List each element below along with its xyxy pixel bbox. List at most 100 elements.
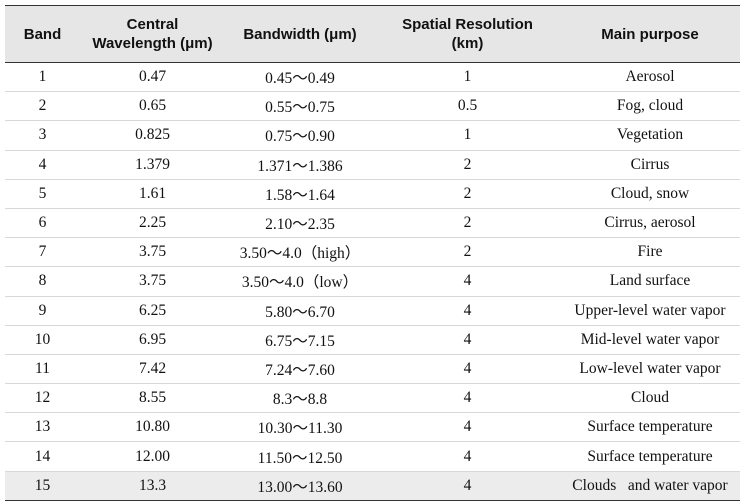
table-cell: 0.5: [375, 91, 560, 122]
table-cell: Cloud: [560, 383, 740, 414]
table-cell: 3.75: [80, 237, 225, 268]
table-row: 12 8.55 8.3～8.8 4 Cloud: [5, 383, 740, 414]
data-table: Band Central Wavelength (μm) Bandwidth (μm…: [5, 5, 740, 501]
header-text: Main purpose: [601, 25, 699, 43]
table-cell: 14: [5, 441, 80, 472]
table-cell: 4: [375, 354, 560, 385]
table-cell: Fire: [560, 237, 740, 268]
header-text: Central Wavelength (μm): [92, 16, 213, 52]
header-text: Band: [23, 25, 62, 43]
table-cell: 6.95: [80, 325, 225, 355]
table-cell: 0.825: [80, 120, 225, 151]
table-row: 7 3.75 3.50～4.0（high） 2 Fire: [5, 237, 740, 268]
header-cell: Main purpose: [560, 5, 740, 63]
table-cell: 4: [375, 266, 560, 297]
table-cell: 0.65: [80, 91, 225, 122]
table-cell: Upper-level water vapor: [560, 296, 740, 326]
table-row: 4 1.379 1.371～1.386 2 Cirrus: [5, 150, 740, 180]
table-cell: 0.75～0.90: [225, 120, 375, 151]
table-row: 13 10.80 10.30～11.30 4 Surface temperature: [5, 412, 740, 443]
table-cell: 0.55～0.75: [225, 91, 375, 122]
table-cell: Cirrus, aerosol: [560, 208, 740, 239]
table-cell: 12.00: [80, 441, 225, 472]
table-cell: 10.30～11.30: [225, 412, 375, 443]
table-row: 11 7.42 7.24～7.60 4 Low-level water vapor: [5, 354, 740, 385]
table-cell: 3.50～4.0（low）: [225, 266, 375, 297]
table-cell: Aerosol: [560, 62, 740, 93]
header-cell: Spatial Resolution (km): [375, 5, 560, 63]
table-cell: 1: [375, 62, 560, 93]
header-row: Band Central Wavelength (μm) Bandwidth (μm…: [5, 5, 740, 63]
table-cell: 6.75～7.15: [225, 325, 375, 355]
table-cell: 11: [5, 354, 80, 385]
table-cell: 2: [5, 91, 80, 122]
header-cell: Central Wavelength (μm): [80, 5, 225, 63]
table-cell: 1.61: [80, 179, 225, 209]
table-row: 14 12.00 11.50～12.50 4 Surface temperature: [5, 441, 740, 472]
table-cell: 15: [5, 471, 80, 501]
table-cell: Surface temperature: [560, 441, 740, 472]
header-text: Spatial Resolution (km): [402, 16, 533, 52]
table-row: 1 0.47 0.45～0.49 1 Aerosol: [5, 62, 740, 93]
table-cell: 13: [5, 412, 80, 443]
table-row: 10 6.95 6.75～7.15 4 Mid-level water vapor: [5, 325, 740, 355]
table-cell: 2: [375, 208, 560, 239]
table-cell: 7.24～7.60: [225, 354, 375, 385]
table-row: 6 2.25 2.10～2.35 2 Cirrus, aerosol: [5, 208, 740, 239]
table-cell: 2: [375, 179, 560, 209]
table-cell: 0.47: [80, 62, 225, 93]
table-cell: 3.50～4.0（high）: [225, 237, 375, 268]
table-cell: 3: [5, 120, 80, 151]
table-cell: 2.10～2.35: [225, 208, 375, 239]
table-cell: 7.42: [80, 354, 225, 385]
table-cell: 6: [5, 208, 80, 239]
table-cell: 9: [5, 296, 80, 326]
table-cell: 12: [5, 383, 80, 414]
table-cell: 4: [375, 325, 560, 355]
table-cell: Cloud, snow: [560, 179, 740, 209]
table-cell: 13.3: [80, 471, 225, 501]
table-cell: Land surface: [560, 266, 740, 297]
table-cell: 6.25: [80, 296, 225, 326]
header-cell: Bandwidth (μm): [225, 5, 375, 63]
header-cell: Band: [5, 5, 80, 63]
table-cell: 1: [375, 120, 560, 151]
table-cell: 13.00～13.60: [225, 471, 375, 501]
table-body: 1 0.47 0.45～0.49 1 Aerosol 2 0.65 0.55～0.75 0.5 F…: [5, 62, 740, 501]
table-cell: Vegetation: [560, 120, 740, 151]
table-row: 2 0.65 0.55～0.75 0.5 Fog, cloud: [5, 91, 740, 122]
table-cell: 8: [5, 266, 80, 297]
table-row: 9 6.25 5.80～6.70 4 Upper-level water vapor: [5, 296, 740, 326]
table-cell: 10: [5, 325, 80, 355]
table-cell: 2.25: [80, 208, 225, 239]
table-cell: 1.371～1.386: [225, 150, 375, 180]
table-cell: 4: [375, 296, 560, 326]
table-cell: Low-level water vapor: [560, 354, 740, 385]
table-row: 15 13.3 13.00～13.60 4 Clouds and water vapor: [5, 471, 740, 501]
header-text: Bandwidth (μm): [243, 25, 357, 43]
table-cell: 5.80～6.70: [225, 296, 375, 326]
table-row: 8 3.75 3.50～4.0（low） 4 Land surface: [5, 266, 740, 297]
table-row: 3 0.825 0.75～0.90 1 Vegetation: [5, 120, 740, 151]
table-cell: 8.55: [80, 383, 225, 414]
table-cell: 1.379: [80, 150, 225, 180]
table-cell: 4: [375, 441, 560, 472]
table-cell: 5: [5, 179, 80, 209]
table-cell: 4: [375, 383, 560, 414]
table-cell: Mid-level water vapor: [560, 325, 740, 355]
table-cell: 4: [375, 412, 560, 443]
table-cell: 0.45～0.49: [225, 62, 375, 93]
table-cell: 1.58～1.64: [225, 179, 375, 209]
table-cell: 2: [375, 150, 560, 180]
table-cell: Fog, cloud: [560, 91, 740, 122]
table-cell: 10.80: [80, 412, 225, 443]
table-cell: 2: [375, 237, 560, 268]
table-cell: 3.75: [80, 266, 225, 297]
table-row: 5 1.61 1.58～1.64 2 Cloud, snow: [5, 179, 740, 209]
table-cell: Cirrus: [560, 150, 740, 180]
table-cell: 8.3～8.8: [225, 383, 375, 414]
table-cell: Surface temperature: [560, 412, 740, 443]
table-cell: 11.50～12.50: [225, 441, 375, 472]
table-cell: 4: [5, 150, 80, 180]
